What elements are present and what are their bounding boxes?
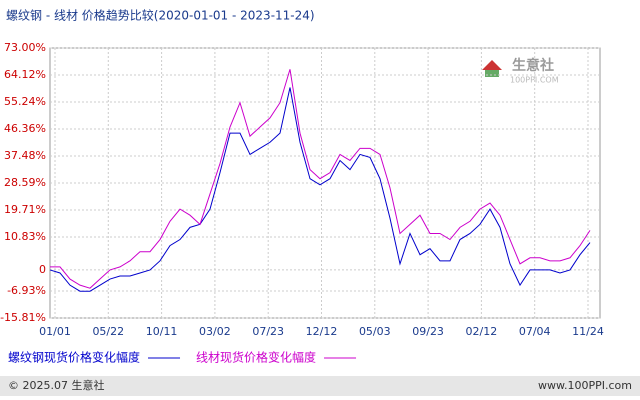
- x-tick-label: 03/02: [199, 325, 231, 338]
- y-tick-label: 73.00%: [4, 41, 46, 54]
- data-line: [49, 87, 591, 292]
- x-tick-label: 10/11: [146, 325, 178, 338]
- y-tick-label: 46.36%: [4, 122, 46, 135]
- data-line: [50, 69, 591, 289]
- y-tick-label: 64.12%: [4, 68, 46, 81]
- watermark-icon: [485, 70, 499, 77]
- x-tick-label: 07/04: [519, 325, 551, 338]
- y-tick-label: 0: [39, 263, 46, 276]
- watermark-icon: [482, 60, 502, 70]
- y-tick-label: 19.71%: [4, 203, 46, 216]
- y-tick-label: 28.59%: [4, 176, 46, 189]
- chart-title: 螺纹钢 - 线材 价格趋势比较(2020-01-01 - 2023-11-24): [6, 8, 315, 23]
- x-tick-label: 07/23: [252, 325, 284, 338]
- y-tick-label: -6.93%: [7, 284, 46, 297]
- y-tick-label: 10.83%: [4, 230, 46, 243]
- footer-bar: [0, 376, 640, 396]
- legend-label: 螺纹钢现货价格变化幅度: [8, 350, 140, 365]
- y-tick-label: 37.48%: [4, 149, 46, 162]
- legend-label: 线材现货价格变化幅度: [196, 350, 316, 365]
- x-tick-label: 05/22: [92, 325, 124, 338]
- watermark-name: 生意社: [512, 57, 554, 74]
- footer-left: © 2025.07 生意社: [8, 378, 104, 392]
- x-tick-label: 12/12: [306, 325, 338, 338]
- y-tick-label: 55.24%: [4, 95, 46, 108]
- x-tick-label: 09/23: [412, 325, 444, 338]
- x-tick-label: 05/03: [359, 325, 391, 338]
- y-tick-label: -15.81%: [0, 311, 46, 324]
- x-tick-label: 02/12: [466, 325, 498, 338]
- footer-right: www.100PPI.com: [538, 379, 632, 392]
- x-tick-label: 11/24: [572, 325, 604, 338]
- x-tick-label: 01/01: [39, 325, 71, 338]
